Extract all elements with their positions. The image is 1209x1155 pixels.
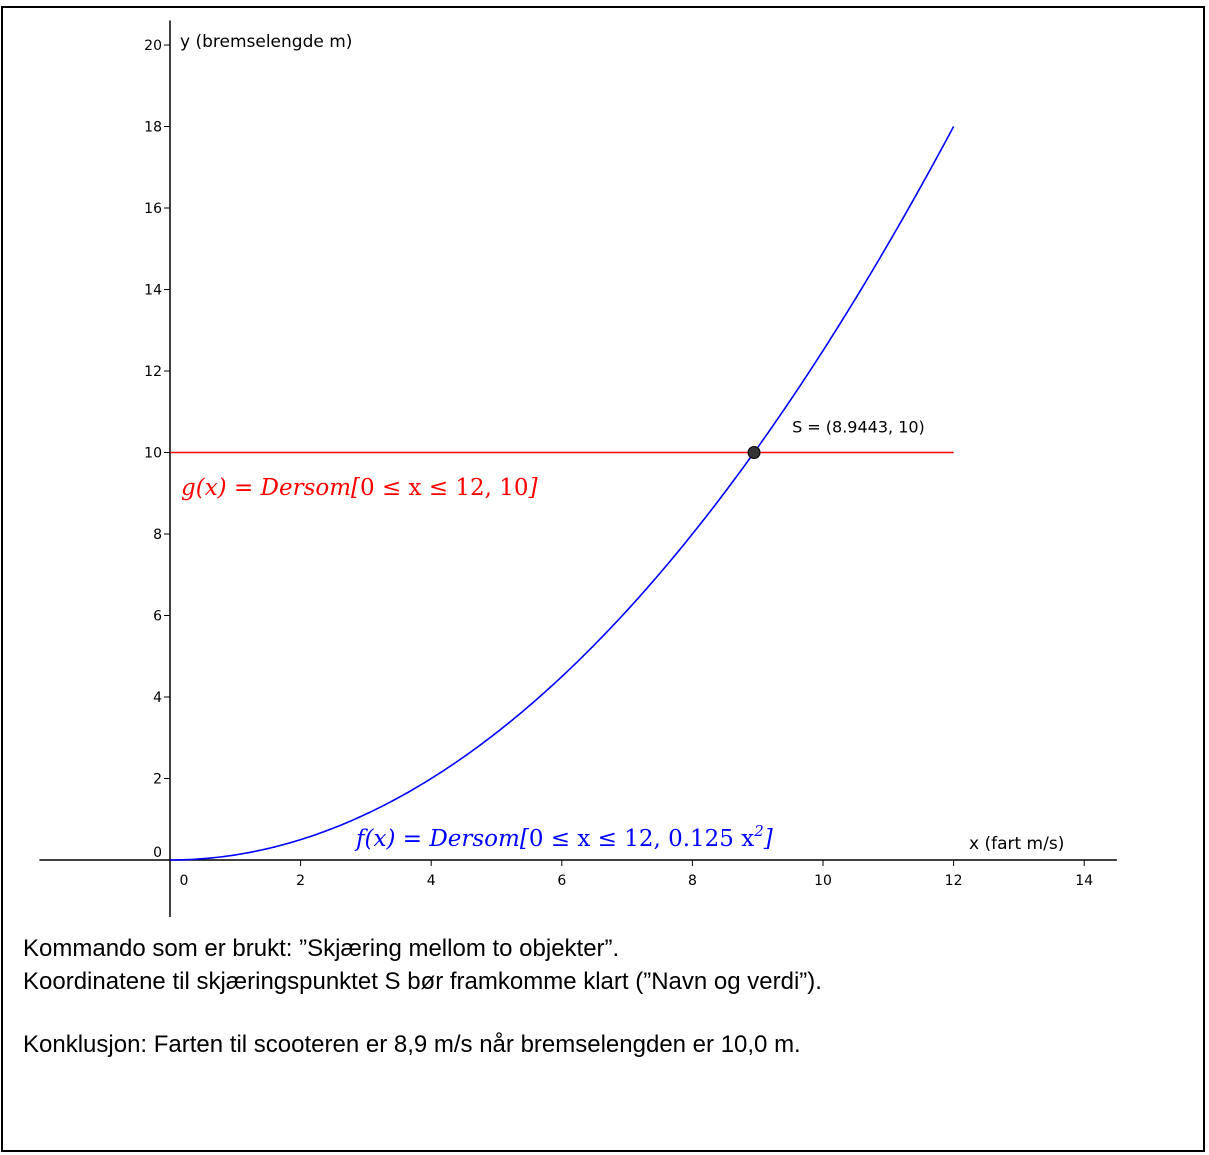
x-tick-label: 8	[688, 873, 697, 889]
y-tick-label: 8	[153, 527, 162, 543]
notes: Kommando som er brukt: ”Skjæring mellom …	[23, 932, 822, 1061]
y-tick-label: 0	[153, 845, 162, 861]
ticks: 0 2 4 6 8 10 12 14 0 2 4 6 8 10 12 14 16 18 20	[144, 38, 1093, 889]
g-label-mid: 0 ≤ x ≤ 12, 10	[360, 475, 529, 501]
note-coordinates: Koordinatene til skjæringspunktet S bør …	[23, 968, 822, 995]
intersection-point-label: S = (8.9443, 10)	[792, 418, 925, 437]
g-label-prefix: g(x) = Dersom[	[181, 475, 361, 501]
x-tick-label: 14	[1075, 873, 1093, 889]
y-tick-label: 14	[144, 283, 162, 299]
x-axis-label: x (fart m/s)	[969, 834, 1064, 854]
x-tick-label: 6	[557, 873, 566, 889]
x-tick-label: 2	[296, 873, 305, 889]
x-tick-label: 0	[180, 873, 189, 889]
x-tick-label: 4	[427, 873, 436, 889]
f-label-mid: 0 ≤ x ≤ 12, 0.125 x	[529, 826, 754, 852]
curves	[169, 126, 955, 861]
axes	[39, 20, 1117, 918]
y-tick-label: 10	[144, 446, 162, 462]
f-label-sup: 2	[753, 822, 764, 840]
f-label-prefix: f(x) = Dersom[	[354, 826, 530, 852]
f-label-suffix: ]	[763, 826, 773, 852]
y-tick-label: 2	[153, 772, 162, 788]
y-tick-label: 12	[144, 364, 162, 380]
figure-frame: 0 2 4 6 8 10 12 14 0 2 4 6 8 10 12 14 16 18 20 x (fart m/s…	[1, 6, 1205, 1152]
series-f-line	[169, 126, 955, 861]
y-tick-label: 16	[144, 201, 162, 217]
y-axis-label: y (bremselengde m)	[180, 32, 352, 52]
g-function-label: g(x) = Dersom[0 ≤ x ≤ 12, 10]	[181, 475, 538, 501]
note-conclusion: Konklusjon: Farten til scooteren er 8,9 …	[23, 1031, 801, 1058]
g-label-suffix: ]	[528, 475, 538, 501]
y-tick-label: 4	[153, 690, 162, 706]
x-tick-label: 12	[945, 873, 963, 889]
f-function-label: f(x) = Dersom[0 ≤ x ≤ 12, 0.125 x2]	[354, 822, 773, 852]
note-command: Kommando som er brukt: ”Skjæring mellom …	[23, 935, 620, 962]
y-tick-label: 20	[144, 38, 162, 54]
intersection-point-s	[747, 446, 761, 459]
chart: 0 2 4 6 8 10 12 14 0 2 4 6 8 10 12 14 16 18 20 x (fart m/s…	[39, 20, 1117, 918]
y-tick-label: 6	[153, 609, 162, 625]
y-tick-label: 18	[144, 120, 162, 136]
x-tick-label: 10	[814, 873, 832, 889]
